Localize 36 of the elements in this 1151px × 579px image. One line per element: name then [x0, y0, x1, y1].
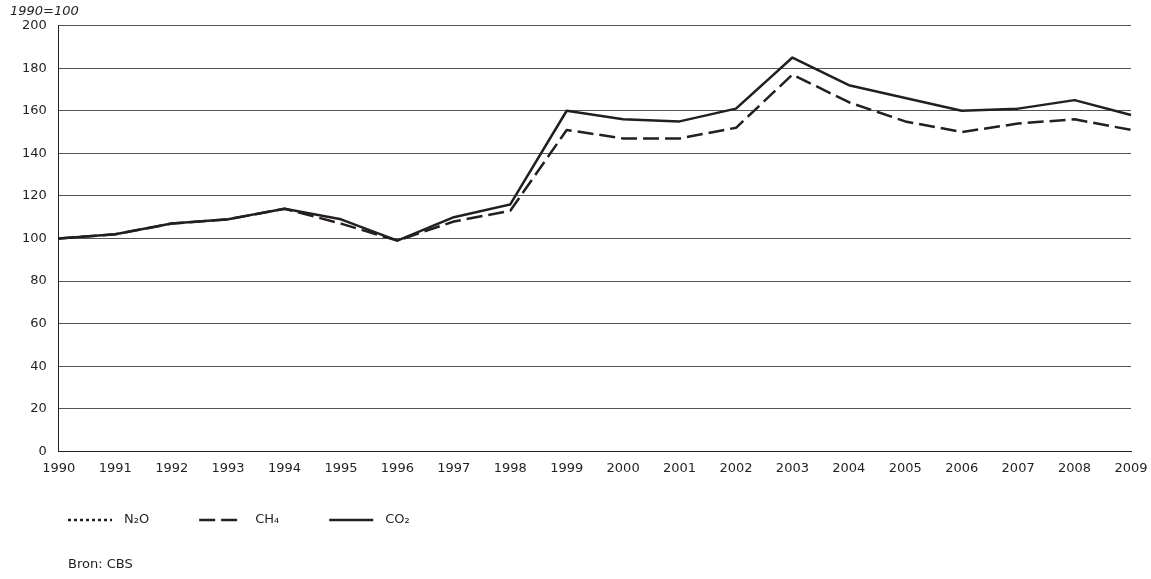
x-tick-label: 2006	[945, 459, 979, 475]
y-tick-label: 100	[21, 229, 47, 245]
x-tick-label: 1990	[42, 459, 76, 475]
y-tick-label: 40	[30, 357, 47, 373]
legend-label: CO₂	[385, 511, 410, 527]
legend-label: CH₄	[255, 511, 280, 527]
y-tick-label: 60	[30, 315, 47, 331]
x-tick-label: 2007	[1001, 459, 1035, 475]
y-tick-label: 140	[21, 144, 47, 160]
legend-label: N₂O	[124, 511, 150, 527]
x-tick-label: 1994	[267, 459, 302, 475]
x-tick-label: 2000	[606, 459, 640, 475]
text: Bron: CBS	[68, 556, 133, 571]
x-tick-label: 1993	[211, 459, 245, 475]
y-tick-label: 160	[21, 102, 47, 118]
y-tick-label: 180	[21, 59, 47, 75]
y-tick-label: 120	[21, 187, 47, 203]
y-tick-label: 20	[30, 400, 47, 416]
x-tick-label: 2003	[775, 459, 809, 475]
y-tick-label: 80	[30, 272, 47, 288]
x-tick-label: 1999	[550, 459, 584, 475]
x-tick-label: 2001	[663, 459, 697, 475]
x-tick-label: 2005	[888, 459, 922, 475]
x-tick-label: 1996	[380, 459, 414, 475]
x-tick-label: 2004	[832, 459, 866, 475]
x-tick-label: 2002	[719, 459, 753, 475]
x-tick-label: 2009	[1114, 459, 1148, 475]
x-tick-label: 1992	[155, 459, 189, 475]
x-tick-label: 1991	[98, 459, 132, 475]
x-tick-label: 2008	[1058, 459, 1092, 475]
chart-subtitle: 1990=100	[10, 3, 79, 19]
y-tick-label: 0	[38, 442, 47, 458]
x-tick-label: 1998	[493, 459, 527, 475]
x-tick-label: 1997	[437, 459, 471, 475]
y-tick-label: 200	[21, 16, 47, 32]
x-tick-label: 1995	[324, 459, 358, 475]
